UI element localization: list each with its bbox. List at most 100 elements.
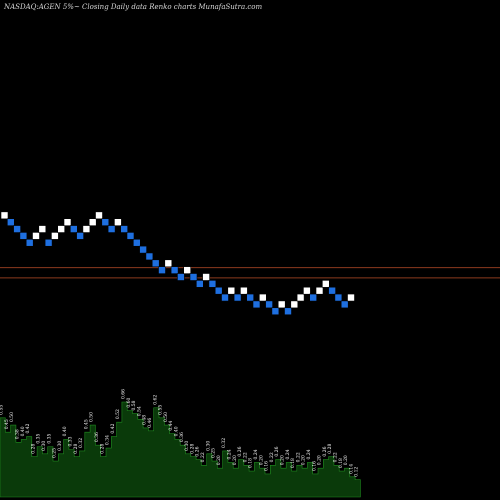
volume-label: 0.24 [306, 449, 312, 459]
volume-label: 0.45 [4, 419, 10, 429]
volume-label: 0.50 [163, 412, 169, 422]
renko-brick-down [334, 293, 343, 302]
renko-brick-up [240, 286, 248, 295]
volume-label: 0.36 [94, 432, 100, 442]
volume-label: 0.16 [264, 461, 270, 471]
volume-label: 0.42 [25, 423, 31, 433]
renko-brick-up [32, 232, 40, 240]
volume-label: 0.18 [338, 458, 344, 468]
renko-brick-down [13, 225, 21, 233]
renko-brick-down [158, 266, 166, 274]
volume-label: 0.18 [248, 458, 254, 468]
volume-label: 0.62 [152, 395, 158, 405]
volume-label: 0.30 [41, 441, 47, 451]
volume-label: 0.26 [274, 446, 280, 456]
chart-title: NASDAQ:AGEN 5%~ Closing Daily data Renko… [3, 3, 263, 11]
volume-label: 0.55 [0, 405, 5, 415]
volume-label: 0.66 [121, 389, 127, 399]
volume-label: 0.22 [269, 452, 275, 462]
renko-brick-up [303, 286, 311, 295]
volume-label: 0.60 [126, 397, 132, 407]
volume-label: 0.46 [147, 418, 153, 428]
volume-label: 0.45 [83, 419, 89, 429]
volume-label: 0.32 [221, 438, 227, 448]
renko-brick-down [265, 300, 273, 309]
renko-brick-down [120, 225, 128, 233]
renko-brick-up [321, 280, 330, 288]
volume-area [0, 401, 361, 498]
renko-brick-up [0, 211, 9, 220]
renko-brick-up [164, 259, 173, 268]
renko-brick-down [214, 286, 223, 295]
renko-brick-up [227, 286, 236, 295]
renko-brick-down [19, 232, 28, 240]
volume-label: 0.54 [136, 406, 142, 416]
volume-label: 0.22 [200, 452, 206, 462]
renko-brick-down [246, 293, 254, 302]
renko-brick-down [7, 218, 15, 226]
volume-label: 0.20 [258, 455, 264, 465]
volume-panel: 0.550.450.500.38 0.40 0.420.280.350.300.35… [0, 389, 361, 498]
renko-brick-down [139, 245, 147, 254]
renko-bricks [0, 211, 355, 316]
renko-brick-down [309, 293, 318, 302]
volume-label: 0.20 [280, 455, 286, 465]
renko-brick-down [126, 232, 135, 240]
volume-label: 0.20 [232, 455, 238, 465]
renko-brick-up [51, 232, 59, 240]
volume-label: 0.20 [301, 455, 307, 465]
renko-brick-down [76, 232, 84, 240]
renko-brick-down [133, 238, 141, 247]
renko-brick-up [95, 211, 103, 220]
renko-brick-up [202, 273, 210, 281]
volume-label: 0.40 [62, 426, 68, 436]
renko-brick-down [151, 259, 160, 268]
renko-brick-down [107, 225, 116, 233]
renko-brick-up [88, 218, 97, 226]
renko-brick-up [277, 300, 286, 309]
renko-brick-up [82, 225, 91, 233]
renko-brick-up [114, 218, 122, 226]
renko-brick-down [189, 273, 198, 281]
renko-brick-down [328, 286, 336, 295]
volume-label: 0.22 [242, 452, 248, 462]
volume-label: 0.22 [333, 452, 339, 462]
volume-label: 0.28 [189, 444, 195, 454]
renko-brick-down [145, 252, 154, 261]
renko-brick-up [347, 293, 355, 302]
renko-brick-down [284, 307, 292, 316]
renko-brick-up [290, 300, 299, 309]
volume-label: 0.50 [89, 412, 95, 422]
renko-brick-down [221, 293, 229, 302]
renko-brick-down [271, 307, 280, 316]
renko-brick-down [340, 300, 349, 309]
volume-label: 0.32 [78, 438, 84, 448]
volume-label: 0.26 [237, 446, 243, 456]
volume-label: 0.34 [105, 435, 111, 445]
volume-label: 0.35 [46, 433, 52, 443]
volume-label: 0.22 [295, 452, 301, 462]
volume-label: 0.20 [216, 455, 222, 465]
volume-label: 0.30 [57, 441, 63, 451]
renko-brick-down [44, 238, 53, 247]
renko-brick-up [296, 293, 305, 302]
volume-label: 0.55 [158, 405, 164, 415]
volume-label: 0.28 [327, 444, 333, 454]
renko-brick-up [258, 293, 267, 302]
volume-label: 0.25 [211, 448, 217, 458]
renko-brick-down [252, 300, 261, 309]
volume-label: 0.50 [9, 412, 15, 422]
reference-lines [0, 267, 500, 279]
volume-label: 0.25 [52, 448, 58, 458]
volume-label: 0.33 [68, 436, 74, 446]
volume-label: 0.12 [354, 467, 360, 477]
volume-label: 0.40 [174, 426, 180, 436]
volume-label: 0.30 [205, 441, 211, 451]
renko-brick-up [183, 266, 191, 274]
volume-label: 0.18 [290, 458, 296, 468]
renko-brick-down [208, 280, 217, 288]
volume-label: 0.20 [317, 455, 323, 465]
renko-brick-down [196, 280, 204, 288]
